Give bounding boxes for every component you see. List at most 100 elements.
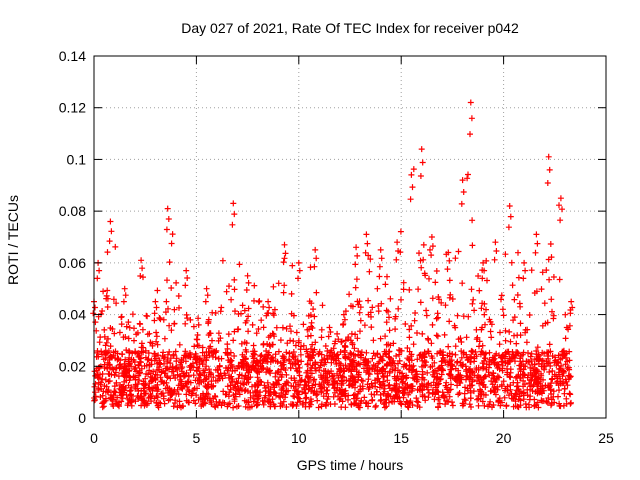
data-point bbox=[274, 369, 281, 376]
data-point bbox=[487, 328, 494, 335]
data-point bbox=[515, 249, 521, 256]
data-point bbox=[495, 399, 502, 405]
y-tick-label: 0.1 bbox=[67, 151, 87, 167]
data-point bbox=[461, 390, 468, 397]
data-point bbox=[173, 355, 180, 362]
data-point bbox=[504, 348, 511, 355]
axis-ticks bbox=[93, 55, 607, 419]
data-point bbox=[455, 371, 462, 378]
data-point bbox=[405, 391, 412, 398]
data-point bbox=[260, 303, 267, 310]
data-point bbox=[547, 382, 553, 389]
data-point bbox=[231, 353, 238, 359]
data-point bbox=[231, 328, 238, 335]
data-point bbox=[378, 366, 385, 373]
data-point bbox=[202, 376, 209, 383]
data-point bbox=[178, 368, 185, 375]
data-point bbox=[328, 368, 335, 375]
data-point bbox=[198, 379, 205, 386]
data-point bbox=[295, 337, 302, 344]
data-point bbox=[349, 341, 356, 348]
data-point bbox=[172, 400, 178, 406]
data-point bbox=[265, 392, 272, 399]
data-point bbox=[380, 385, 387, 392]
data-point bbox=[509, 282, 516, 289]
data-point bbox=[291, 375, 298, 382]
data-point bbox=[548, 391, 555, 397]
data-point bbox=[307, 345, 314, 352]
data-point bbox=[254, 399, 261, 406]
data-point bbox=[313, 392, 320, 399]
data-point bbox=[416, 352, 423, 359]
data-point bbox=[111, 330, 118, 337]
data-point bbox=[368, 324, 375, 331]
data-point bbox=[452, 377, 459, 384]
data-point bbox=[176, 341, 183, 348]
data-point bbox=[562, 335, 569, 342]
data-point bbox=[258, 363, 265, 370]
data-point bbox=[419, 371, 426, 378]
data-point bbox=[538, 397, 545, 404]
data-point bbox=[423, 307, 430, 314]
data-point bbox=[378, 356, 385, 363]
data-point bbox=[557, 356, 564, 363]
data-point bbox=[210, 395, 217, 402]
data-point bbox=[199, 401, 206, 408]
data-point bbox=[176, 304, 182, 311]
data-point bbox=[169, 231, 176, 238]
data-point bbox=[135, 388, 142, 394]
data-point bbox=[469, 349, 476, 355]
data-point bbox=[173, 279, 180, 286]
data-point bbox=[364, 362, 371, 369]
data-point bbox=[309, 325, 316, 331]
data-point bbox=[507, 213, 514, 220]
data-point bbox=[297, 351, 304, 358]
data-point bbox=[430, 369, 437, 375]
data-point bbox=[548, 296, 555, 303]
data-point bbox=[164, 205, 171, 212]
y-tick-label: 0.08 bbox=[59, 203, 86, 219]
data-point bbox=[236, 391, 243, 398]
data-point bbox=[187, 316, 194, 323]
data-point bbox=[230, 200, 237, 207]
data-point bbox=[337, 395, 344, 402]
x-tick-label: 5 bbox=[193, 430, 201, 446]
data-point bbox=[381, 374, 387, 381]
data-point bbox=[297, 398, 303, 405]
data-point bbox=[404, 385, 410, 392]
data-point bbox=[484, 277, 490, 284]
data-point bbox=[235, 311, 242, 317]
data-point bbox=[303, 369, 310, 376]
data-point bbox=[166, 259, 173, 266]
data-point bbox=[442, 302, 449, 309]
data-point bbox=[564, 382, 571, 389]
data-point bbox=[438, 349, 444, 356]
data-point bbox=[138, 340, 145, 347]
data-point bbox=[228, 296, 235, 303]
data-point bbox=[352, 378, 358, 385]
data-point bbox=[260, 324, 267, 331]
data-point bbox=[336, 360, 343, 366]
data-point bbox=[255, 326, 262, 332]
data-point bbox=[568, 298, 575, 305]
data-point bbox=[383, 348, 390, 355]
data-point bbox=[437, 376, 444, 382]
data-point bbox=[434, 310, 441, 317]
data-point bbox=[357, 386, 364, 393]
data-point bbox=[357, 361, 364, 368]
data-point bbox=[120, 334, 127, 341]
data-point bbox=[300, 400, 307, 407]
data-point bbox=[193, 353, 200, 360]
data-point bbox=[92, 389, 99, 396]
data-point bbox=[240, 363, 247, 370]
data-point bbox=[480, 259, 487, 266]
data-point bbox=[165, 305, 171, 312]
data-point bbox=[543, 267, 550, 274]
data-point bbox=[179, 382, 185, 389]
data-point bbox=[190, 323, 197, 330]
data-point bbox=[530, 381, 537, 388]
data-point bbox=[190, 372, 197, 379]
data-point bbox=[150, 385, 157, 392]
data-point bbox=[255, 378, 262, 384]
data-point bbox=[414, 356, 421, 363]
